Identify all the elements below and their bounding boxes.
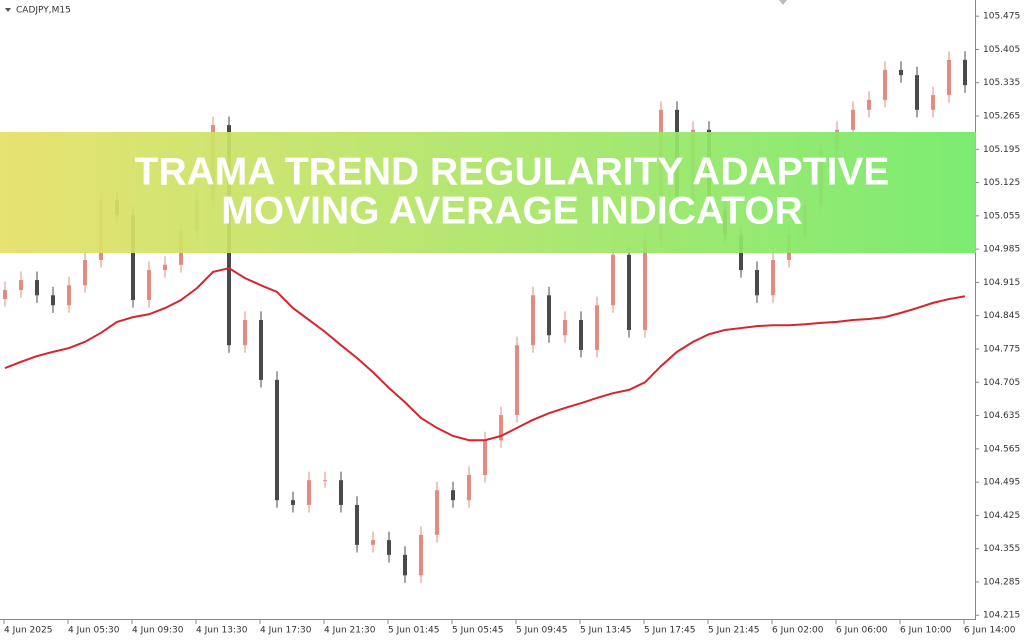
y-tick-label: 105.195 — [983, 145, 1020, 155]
x-tick-label: 4 Jun 2025 — [4, 626, 52, 636]
candle-body — [595, 305, 599, 350]
symbol-label: CADJPY,M15 — [16, 6, 71, 16]
y-tick-label: 105.125 — [983, 178, 1020, 188]
candle-body — [323, 480, 327, 482]
x-tick-label: 5 Jun 17:45 — [644, 626, 695, 636]
y-tick-label: 104.915 — [983, 278, 1020, 288]
banner-line: MOVING AVERAGE INDICATOR — [221, 189, 802, 232]
candle-body — [499, 415, 503, 441]
candle-body — [19, 280, 23, 291]
banner: TRAMA TREND REGULARITY ADAPTIVE MOVING A… — [0, 132, 976, 253]
y-tick-label: 104.495 — [983, 478, 1020, 488]
candle-body — [307, 480, 311, 505]
banner-line: TRAMA TREND REGULARITY ADAPTIVE — [135, 150, 890, 193]
y-tick-label: 105.335 — [983, 78, 1020, 88]
candle-body — [35, 280, 39, 296]
candle-body — [755, 270, 759, 296]
candle-body — [627, 254, 631, 330]
candle-body — [915, 75, 919, 110]
candle-body — [563, 319, 567, 336]
candle-body — [339, 480, 343, 505]
candle-body — [259, 319, 263, 380]
candle-body — [243, 319, 247, 346]
x-tick-label: 4 Jun 09:30 — [132, 626, 184, 636]
x-tick-label: 4 Jun 21:30 — [324, 626, 376, 636]
candle-body — [963, 59, 967, 86]
x-tick-label: 4 Jun 17:30 — [260, 626, 312, 636]
candle-body — [291, 500, 295, 505]
y-tick-label: 104.985 — [983, 245, 1020, 255]
candle-body — [387, 540, 391, 555]
x-tick-label: 4 Jun 13:30 — [196, 626, 248, 636]
y-tick-label: 104.705 — [983, 378, 1020, 388]
candle-body — [355, 504, 359, 545]
candle-body — [3, 290, 7, 300]
candle-body — [547, 295, 551, 336]
x-tick-label: 4 Jun 05:30 — [68, 626, 120, 636]
candle-body — [451, 490, 455, 501]
candle-body — [867, 99, 871, 110]
y-tick-label: 104.215 — [983, 611, 1020, 621]
x-tick-label: 6 Jun 14:00 — [964, 626, 1016, 636]
x-tick-label: 6 Jun 06:00 — [836, 626, 888, 636]
candle-body — [467, 474, 471, 501]
x-tick-label: 6 Jun 10:00 — [900, 626, 952, 636]
candle-body — [403, 554, 407, 576]
candle-body — [419, 534, 423, 576]
x-tick-label: 5 Jun 21:45 — [708, 626, 759, 636]
candle-body — [163, 264, 167, 271]
y-tick-label: 104.775 — [983, 344, 1020, 354]
x-tick-label: 5 Jun 01:45 — [388, 626, 439, 636]
candle-body — [131, 214, 135, 301]
y-tick-label: 104.425 — [983, 511, 1020, 521]
y-tick-label: 104.565 — [983, 444, 1020, 454]
candle-body — [931, 95, 935, 110]
candle-body — [275, 379, 279, 501]
candle-body — [883, 69, 887, 100]
y-tick-label: 104.845 — [983, 311, 1020, 321]
candle-body — [83, 260, 87, 286]
candle-body — [531, 295, 535, 346]
y-tick-label: 105.405 — [983, 45, 1020, 55]
y-tick-label: 105.055 — [983, 211, 1020, 221]
x-tick-label: 5 Jun 09:45 — [516, 626, 567, 636]
menu-icon[interactable] — [5, 8, 11, 12]
candle-body — [51, 295, 55, 306]
x-tick-label: 6 Jun 02:00 — [772, 626, 824, 636]
moving-average — [4, 267, 966, 442]
x-tick-label: 5 Jun 13:45 — [580, 626, 631, 636]
candle-body — [371, 540, 375, 545]
candle-body — [947, 59, 951, 96]
candle-body — [147, 270, 151, 301]
candle-body — [435, 490, 439, 535]
candle-body — [643, 240, 647, 330]
candle-body — [483, 440, 487, 475]
y-tick-label: 105.475 — [983, 12, 1020, 22]
candle-body — [611, 254, 615, 306]
candle-body — [899, 69, 903, 76]
plot-area — [3, 51, 967, 583]
banner-bg — [0, 132, 976, 253]
y-tick-label: 105.265 — [983, 112, 1020, 122]
shift-marker — [779, 0, 787, 5]
y-tick-label: 104.285 — [983, 577, 1020, 587]
candle-body — [67, 285, 71, 306]
y-tick-label: 104.635 — [983, 411, 1020, 421]
y-tick-label: 104.355 — [983, 544, 1020, 554]
x-tick-label: 5 Jun 05:45 — [452, 626, 503, 636]
candle-body — [515, 345, 519, 416]
candle-body — [771, 260, 775, 296]
candle-body — [579, 319, 583, 350]
candle-body — [851, 109, 855, 130]
